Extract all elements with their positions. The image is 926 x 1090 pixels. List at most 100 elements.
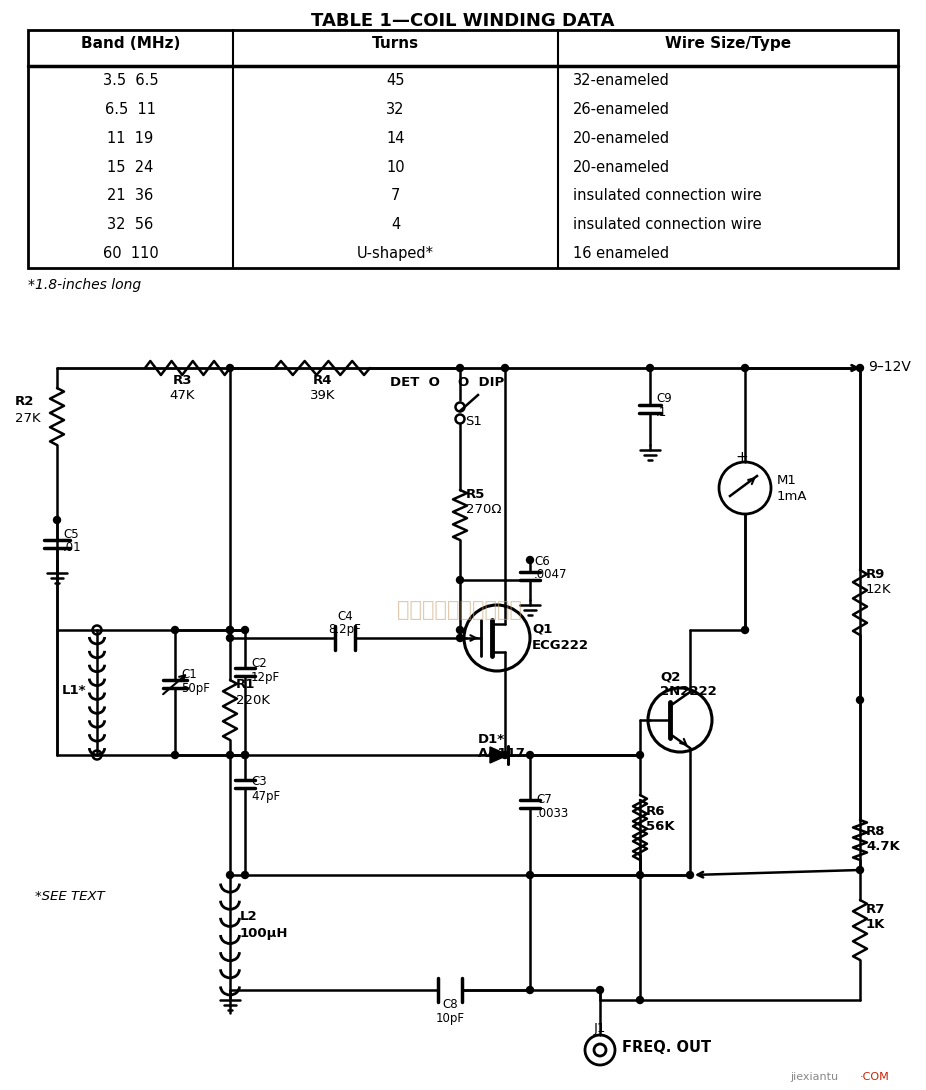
Text: 6.5  11: 6.5 11	[105, 101, 156, 117]
Text: 16 enameled: 16 enameled	[573, 246, 669, 262]
Text: .0047: .0047	[534, 568, 568, 581]
Text: C8: C8	[443, 998, 457, 1012]
Text: 32: 32	[386, 101, 405, 117]
Text: TABLE 1—COIL WINDING DATA: TABLE 1—COIL WINDING DATA	[311, 12, 615, 31]
Text: C3: C3	[251, 775, 267, 788]
Text: 26-enameled: 26-enameled	[573, 101, 670, 117]
Circle shape	[227, 364, 233, 372]
Text: 47pF: 47pF	[251, 790, 281, 803]
Circle shape	[242, 627, 248, 633]
Text: insulated connection wire: insulated connection wire	[573, 189, 761, 204]
Text: 12K: 12K	[866, 583, 892, 596]
Text: jiexiantu: jiexiantu	[790, 1071, 838, 1082]
Text: .1: .1	[656, 405, 668, 419]
Text: .0033: .0033	[536, 807, 569, 820]
Text: 12pF: 12pF	[251, 671, 281, 685]
Text: 56K: 56K	[646, 820, 675, 833]
Text: insulated connection wire: insulated connection wire	[573, 217, 761, 232]
Circle shape	[171, 627, 179, 633]
Text: 杭州将睿科技有限公司: 杭州将睿科技有限公司	[397, 600, 522, 620]
Circle shape	[171, 751, 179, 759]
Circle shape	[527, 986, 533, 993]
Circle shape	[502, 364, 508, 372]
Text: C6: C6	[534, 555, 550, 568]
Text: ·COM: ·COM	[860, 1071, 890, 1082]
Polygon shape	[490, 747, 508, 763]
Text: 20-enameled: 20-enameled	[573, 131, 670, 146]
Text: R8: R8	[866, 825, 885, 838]
Circle shape	[457, 634, 464, 642]
Text: 20-enameled: 20-enameled	[573, 159, 670, 174]
Text: 1K: 1K	[866, 918, 885, 931]
Circle shape	[636, 872, 644, 879]
Circle shape	[742, 364, 748, 372]
Text: 32  56: 32 56	[107, 217, 154, 232]
Text: R9: R9	[866, 568, 885, 581]
Circle shape	[227, 751, 233, 759]
Text: L2: L2	[240, 910, 257, 923]
Text: S1: S1	[465, 415, 482, 428]
Circle shape	[857, 697, 864, 703]
Text: 27K: 27K	[15, 412, 41, 425]
Text: M1: M1	[777, 474, 797, 487]
Text: D1*: D1*	[478, 732, 505, 746]
Circle shape	[527, 557, 533, 564]
Text: 7: 7	[391, 189, 400, 204]
Text: 270Ω: 270Ω	[466, 502, 502, 516]
Text: 220K: 220K	[236, 694, 270, 707]
Circle shape	[857, 867, 864, 873]
Text: J1: J1	[594, 1022, 607, 1036]
Text: 10pF: 10pF	[435, 1012, 465, 1025]
Text: 9–12V: 9–12V	[868, 360, 911, 374]
Circle shape	[227, 627, 233, 633]
Text: 3.5  6.5: 3.5 6.5	[103, 73, 158, 88]
Text: 21  36: 21 36	[107, 189, 154, 204]
Text: R3: R3	[173, 374, 193, 387]
Circle shape	[596, 986, 604, 993]
Text: C7: C7	[536, 794, 552, 806]
Text: *SEE TEXT: *SEE TEXT	[35, 891, 105, 903]
Text: C4: C4	[337, 610, 353, 623]
Text: R5: R5	[466, 488, 485, 501]
Circle shape	[227, 872, 233, 879]
Text: 100μH: 100μH	[240, 926, 289, 940]
Circle shape	[457, 627, 464, 633]
Circle shape	[457, 577, 464, 583]
Circle shape	[502, 751, 508, 759]
Text: 39K: 39K	[310, 389, 335, 402]
Text: 4.7K: 4.7K	[866, 840, 900, 853]
Text: R1: R1	[236, 678, 256, 691]
Text: ECG222: ECG222	[532, 639, 589, 652]
Text: R7: R7	[866, 903, 885, 916]
Circle shape	[227, 634, 233, 642]
Text: 15  24: 15 24	[107, 159, 154, 174]
Text: 4: 4	[391, 217, 400, 232]
Circle shape	[857, 364, 864, 372]
Text: +: +	[735, 450, 748, 465]
Text: Turns: Turns	[372, 36, 419, 51]
Text: Q1: Q1	[532, 623, 553, 635]
Text: 8.2pF: 8.2pF	[329, 623, 361, 635]
Circle shape	[636, 996, 644, 1004]
Text: DET  O: DET O	[390, 376, 440, 389]
Text: U-shaped*: U-shaped*	[357, 246, 434, 262]
Text: 2N2222: 2N2222	[660, 685, 717, 698]
Text: AA117: AA117	[478, 747, 526, 760]
Text: 1mA: 1mA	[777, 490, 807, 502]
Text: Band (MHz): Band (MHz)	[81, 36, 181, 51]
Circle shape	[636, 751, 644, 759]
Text: FREQ. OUT: FREQ. OUT	[622, 1040, 711, 1055]
Bar	[28, 31, 898, 268]
Text: R2: R2	[15, 395, 34, 408]
Text: C1: C1	[181, 668, 196, 681]
Circle shape	[527, 872, 533, 879]
Circle shape	[242, 872, 248, 879]
Text: .01: .01	[63, 541, 81, 554]
Circle shape	[242, 751, 248, 759]
Circle shape	[742, 627, 748, 633]
Text: 50pF: 50pF	[181, 682, 210, 695]
Text: O  DIP: O DIP	[458, 376, 505, 389]
Text: L1*: L1*	[62, 685, 86, 697]
Text: 45: 45	[386, 73, 405, 88]
Circle shape	[457, 364, 464, 372]
